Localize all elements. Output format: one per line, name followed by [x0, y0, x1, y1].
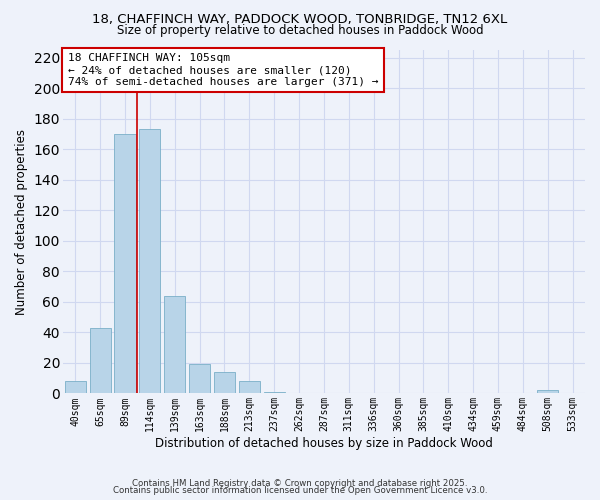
X-axis label: Distribution of detached houses by size in Paddock Wood: Distribution of detached houses by size … [155, 437, 493, 450]
Bar [89, 328, 110, 394]
Bar [65, 381, 86, 394]
Bar [214, 372, 235, 394]
Bar [115, 134, 136, 394]
Text: 18 CHAFFINCH WAY: 105sqm
← 24% of detached houses are smaller (120)
74% of semi-: 18 CHAFFINCH WAY: 105sqm ← 24% of detach… [68, 54, 379, 86]
Text: Size of property relative to detached houses in Paddock Wood: Size of property relative to detached ho… [116, 24, 484, 37]
Bar [189, 364, 210, 394]
Bar [239, 381, 260, 394]
Bar [537, 390, 558, 394]
Text: Contains public sector information licensed under the Open Government Licence v3: Contains public sector information licen… [113, 486, 487, 495]
Text: Contains HM Land Registry data © Crown copyright and database right 2025.: Contains HM Land Registry data © Crown c… [132, 478, 468, 488]
Text: 18, CHAFFINCH WAY, PADDOCK WOOD, TONBRIDGE, TN12 6XL: 18, CHAFFINCH WAY, PADDOCK WOOD, TONBRID… [92, 12, 508, 26]
Bar [139, 130, 160, 394]
Bar [263, 392, 285, 394]
Bar [164, 296, 185, 394]
Y-axis label: Number of detached properties: Number of detached properties [15, 128, 28, 314]
